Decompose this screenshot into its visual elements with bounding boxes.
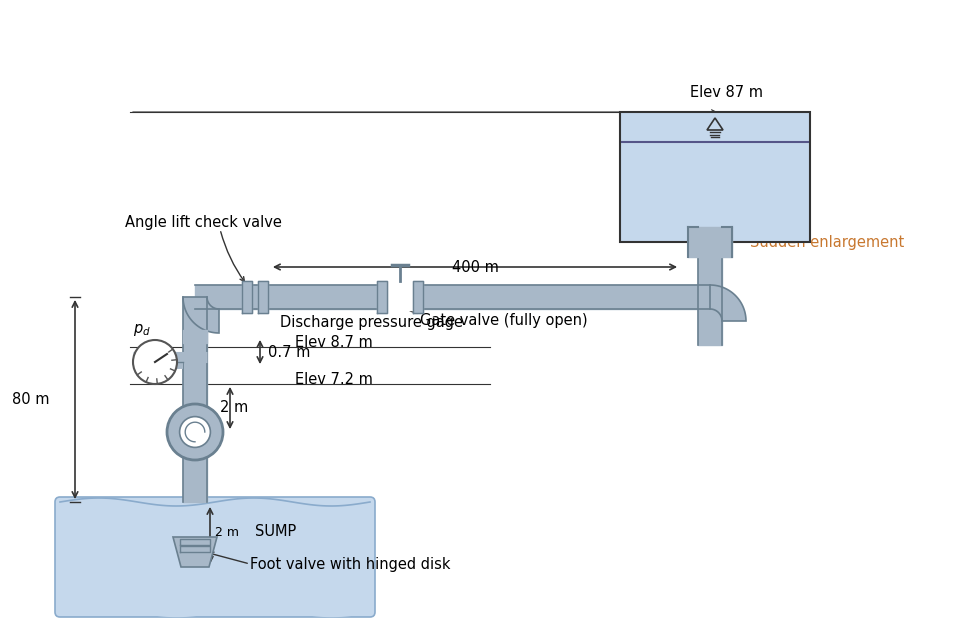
Circle shape (167, 404, 223, 460)
Circle shape (132, 340, 177, 384)
Text: Angle lift check valve: Angle lift check valve (125, 214, 281, 229)
Text: 2 m: 2 m (220, 399, 248, 415)
Text: 2 m: 2 m (214, 525, 239, 538)
Text: SUMP: SUMP (254, 525, 296, 540)
Text: Sudden enlargement: Sudden enlargement (749, 234, 903, 250)
Circle shape (179, 416, 211, 447)
Bar (619, 112, 809, 242)
Text: Elev 7.2 m: Elev 7.2 m (294, 372, 373, 387)
Polygon shape (183, 297, 219, 333)
Text: 0.7 m: 0.7 m (268, 344, 310, 360)
Text: Discharge pressure gage: Discharge pressure gage (280, 315, 462, 329)
Text: 80 m: 80 m (12, 392, 50, 408)
Polygon shape (172, 537, 216, 567)
FancyBboxPatch shape (55, 497, 375, 617)
Text: $p_d$: $p_d$ (132, 322, 151, 338)
Text: Foot valve with hinged disk: Foot valve with hinged disk (250, 557, 450, 571)
Text: Elev 87 m: Elev 87 m (689, 85, 762, 99)
Polygon shape (709, 285, 745, 321)
Text: Gate valve (fully open): Gate valve (fully open) (419, 312, 587, 327)
Text: Elev 8.7 m: Elev 8.7 m (294, 334, 373, 349)
Text: 400 m: 400 m (451, 260, 497, 275)
